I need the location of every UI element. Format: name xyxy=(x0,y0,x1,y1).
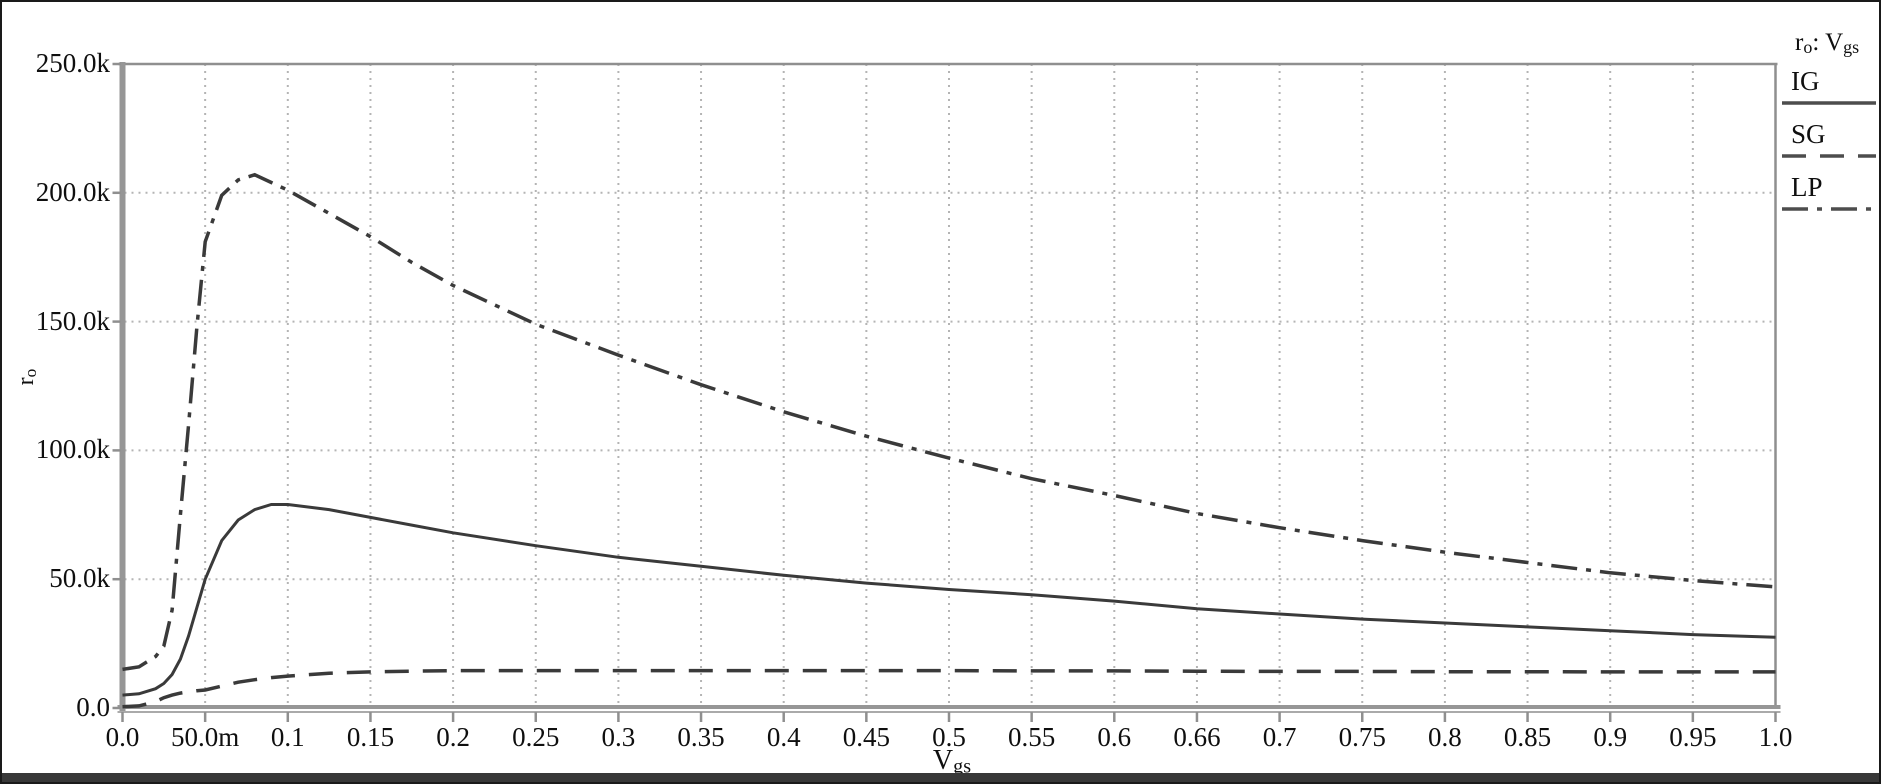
x-tick-label: 0.9 xyxy=(1593,722,1628,752)
x-tick-label: 50.0m xyxy=(171,722,240,752)
legend-item-label: SG xyxy=(1791,119,1826,150)
y-tick-label: 150.0k xyxy=(35,305,110,336)
bottom-border-bar xyxy=(2,773,1879,782)
curve-IG xyxy=(122,503,1776,697)
x-tick-label: 0.66 xyxy=(1173,722,1221,752)
x-tick-label: 0.75 xyxy=(1338,722,1386,752)
legend-sample-line-dash-dot xyxy=(1782,207,1876,211)
x-axis-title: Vgs xyxy=(914,746,990,782)
legend-sample-line-solid xyxy=(1782,101,1876,105)
x-tick-label: 0.15 xyxy=(346,722,395,752)
legend-title-r-sub: o xyxy=(1803,37,1813,58)
x-tick-label: 0.0 xyxy=(105,722,140,752)
y-tick-label: 200.0k xyxy=(35,176,110,207)
legend-title-separator: : xyxy=(1812,29,1820,56)
x-tick-label: 0.1 xyxy=(270,722,305,752)
x-tick-label: 0.25 xyxy=(512,722,560,752)
curve-SG xyxy=(122,668,1776,709)
y-axis-title-main: r xyxy=(13,377,39,386)
x-tick-label: 0.6 xyxy=(1097,722,1132,752)
x-tick-label: 0.35 xyxy=(677,722,725,752)
legend-title: ro: Vgs xyxy=(1781,30,1877,60)
x-tick-label: 0.8 xyxy=(1428,722,1462,752)
legend-title-r: r xyxy=(1795,29,1804,56)
x-tick-label: 1.0 xyxy=(1758,722,1793,752)
curve-LP xyxy=(122,172,1776,672)
legend-title-v: V xyxy=(1825,29,1844,56)
x-tick-label: 0.45 xyxy=(842,722,890,752)
legend-title-v-sub: gs xyxy=(1843,37,1860,58)
x-axis-title-sub: gs xyxy=(953,755,972,778)
y-tick-label: 50.0k xyxy=(49,563,110,594)
legend: ro: Vgs IG SG LP xyxy=(1781,30,1877,227)
x-tick-label: 0.2 xyxy=(436,722,470,752)
y-axis-title: ro xyxy=(13,341,41,413)
y-tick-label: 100.0k xyxy=(35,434,110,465)
x-tick-label: 0.5 xyxy=(932,722,966,752)
legend-entries: IG SG LP xyxy=(1781,68,1877,215)
legend-item-label: IG xyxy=(1791,66,1820,97)
x-tick-label: 0.55 xyxy=(1008,722,1056,752)
y-axis-title-sub: o xyxy=(21,368,41,378)
x-axis-title-main: V xyxy=(932,745,954,776)
x-tick-label: 0.3 xyxy=(601,722,636,752)
legend-item-IG: IG xyxy=(1781,68,1877,109)
x-tick-label: 0.7 xyxy=(1262,722,1297,752)
legend-item-SG: SG xyxy=(1781,121,1877,162)
legend-item-LP: LP xyxy=(1781,174,1877,215)
x-tick-label: 0.95 xyxy=(1669,722,1717,752)
legend-item-label: LP xyxy=(1791,172,1823,203)
x-tick-label: 0.4 xyxy=(766,722,801,752)
y-tick-label: 250.0k xyxy=(35,48,110,78)
y-tick-label: 0.0 xyxy=(76,692,110,722)
legend-sample-line-dashed xyxy=(1782,154,1876,158)
x-tick-label: 0.85 xyxy=(1503,722,1552,752)
